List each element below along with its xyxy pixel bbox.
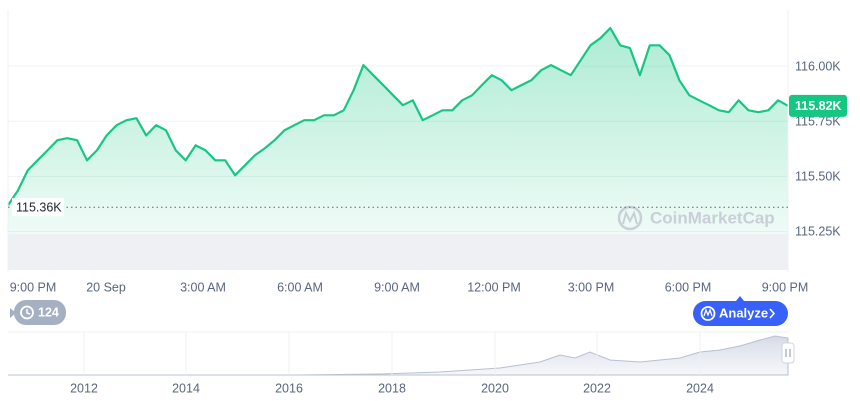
x-tick-label: 20 Sep	[86, 280, 126, 294]
open-price-label: 115.36K	[16, 201, 62, 215]
navigator-handle[interactable]	[781, 342, 795, 364]
open-price-label-bg	[12, 198, 64, 217]
y-tick-label: 115.25K	[795, 225, 841, 239]
navigator-year: 2012	[70, 381, 98, 395]
x-tick-label: 3:00 PM	[568, 280, 615, 294]
x-tick-label: 12:00 PM	[467, 280, 521, 294]
price-area	[8, 28, 788, 270]
x-tick-label: 9:00 PM	[10, 280, 57, 294]
count-badge-text[interactable]: 124	[38, 305, 59, 319]
x-tick-label: 6:00 PM	[665, 280, 712, 294]
analyze-button[interactable]: Analyze	[693, 296, 788, 326]
navigator-area	[8, 335, 789, 376]
x-tick-label: 3:00 AM	[180, 280, 226, 294]
navigator-year: 2018	[378, 381, 406, 395]
current-price-badge	[789, 94, 847, 117]
current-price-label: 115.82K	[795, 99, 842, 113]
x-tick-label: 9:00 AM	[374, 280, 420, 294]
x-tick-label: 9:00 PM	[762, 280, 809, 294]
analyze-button-bg[interactable]	[693, 301, 788, 326]
navigator-year: 2024	[686, 381, 714, 395]
navigator-year: 2016	[275, 381, 303, 395]
x-tick-label: 6:00 AM	[277, 280, 323, 294]
count-badge[interactable]: 124	[10, 300, 66, 325]
navigator-year: 2014	[172, 381, 200, 395]
plot-area	[7, 27, 789, 270]
navigator-year: 2022	[583, 381, 611, 395]
y-tick-label: 115.75K	[795, 115, 841, 129]
analyze-button-text[interactable]: Analyze	[719, 305, 768, 320]
navigator	[8, 331, 795, 376]
y-tick-label: 116.00K	[795, 59, 841, 73]
navigator-year: 2020	[481, 381, 509, 395]
volume-band	[8, 234, 788, 270]
price-line	[7, 27, 789, 207]
watermark-text: CoinMarketCap	[650, 208, 775, 227]
y-tick-label: 115.50K	[795, 170, 841, 184]
